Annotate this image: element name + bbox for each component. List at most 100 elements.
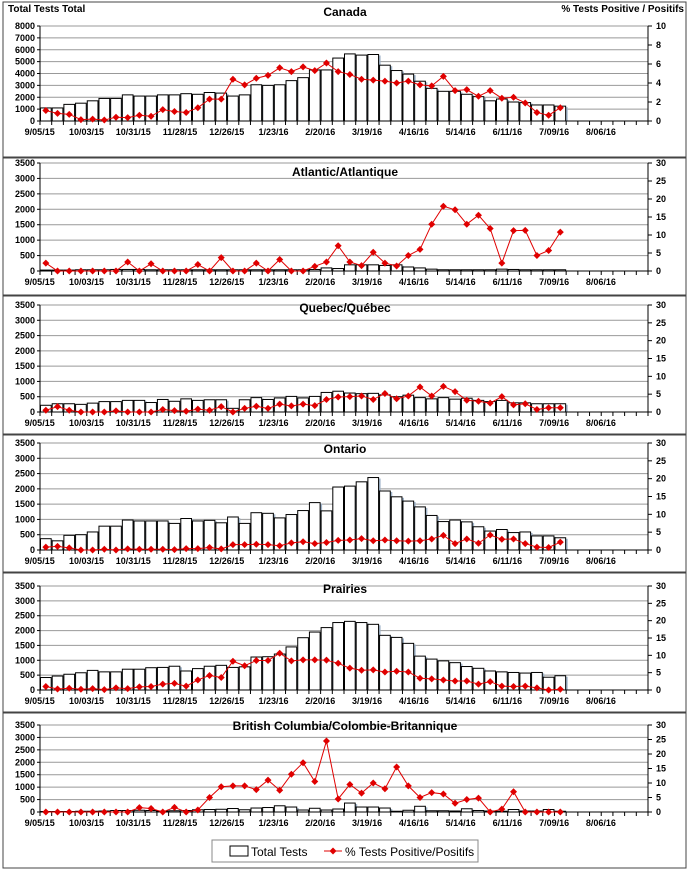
positivity-marker [206, 95, 214, 103]
bar [344, 620, 356, 691]
positivity-marker [463, 220, 471, 228]
bar [355, 622, 368, 691]
x-tick-label: 5/14/16 [446, 696, 476, 706]
positivity-marker [194, 405, 202, 413]
positivity-marker [65, 544, 73, 552]
y-tick-label: 3000 [15, 173, 35, 183]
bar [367, 623, 380, 691]
positivity-marker [159, 680, 167, 688]
positivity-marker [334, 68, 342, 76]
x-tick-label: 1/23/16 [259, 696, 289, 706]
legend: Total Tests % Tests Positive/Positifs [211, 839, 479, 863]
positivity-marker [287, 267, 295, 275]
positivity-marker [369, 248, 377, 256]
positivity-marker [65, 406, 73, 414]
positivity-marker [486, 678, 494, 686]
positivity-marker [217, 254, 225, 262]
positivity-marker [381, 259, 389, 267]
x-tick-label: 7/09/16 [539, 818, 569, 828]
positivity-marker [334, 393, 342, 401]
positivity-marker [322, 737, 330, 745]
panel-2: 0 500 1000 1500 2000 2500 3000 3500 0 5 10 15 20 25 30… [2, 295, 687, 435]
positivity-marker [147, 545, 155, 553]
positivity-marker [159, 106, 167, 114]
positivity-marker [77, 808, 85, 816]
y2-tick-label: 30 [656, 300, 666, 310]
positivity-marker [229, 408, 237, 416]
y-tick-label: 0 [30, 807, 35, 817]
positivity-marker [100, 408, 108, 416]
positivity-marker [241, 81, 249, 89]
positivity-marker [311, 262, 319, 270]
positivity-marker [521, 99, 529, 107]
positivity-marker [463, 796, 471, 804]
positivity-marker [287, 402, 295, 410]
positivity-marker [159, 406, 167, 414]
positivity-marker [42, 259, 50, 267]
positivity-marker [135, 267, 143, 275]
x-tick-label: 12/26/15 [209, 418, 244, 428]
positivity-marker [381, 785, 389, 793]
bar [227, 666, 239, 691]
x-tick-label: 10/03/15 [69, 556, 104, 566]
x-tick-label: 6/11/16 [493, 818, 523, 828]
bar [472, 96, 485, 122]
x-tick-label: 12/26/15 [209, 818, 244, 828]
positivity-marker [135, 545, 143, 553]
positivity-marker [182, 545, 190, 553]
positivity-marker [147, 260, 155, 268]
x-tick-label: 6/11/16 [493, 127, 523, 137]
bar [273, 84, 286, 122]
bar [449, 398, 461, 413]
bar [425, 398, 438, 413]
y-tick-label: 7000 [15, 33, 35, 43]
panel-title: Quebec/Québec [299, 301, 391, 315]
panel-border [2, 712, 687, 869]
positivity-marker [393, 763, 401, 771]
y-tick-label: 500 [20, 530, 35, 540]
positivity-marker [545, 111, 553, 119]
bar [285, 806, 298, 813]
positivity-marker [416, 245, 424, 253]
positivity-marker [135, 804, 143, 812]
positivity-marker [182, 267, 190, 275]
y2-tick-label: 10 [656, 650, 666, 660]
x-tick-label: 2/20/16 [305, 418, 335, 428]
positivity-marker [474, 211, 482, 219]
positivity-marker [287, 657, 295, 665]
y2-tick-label: 0 [656, 807, 661, 817]
positivity-marker [393, 262, 401, 270]
panel-border [2, 1, 687, 158]
positivity-marker [428, 675, 436, 683]
panel-title: Prairies [323, 582, 367, 596]
x-tick-label: 10/31/15 [116, 818, 151, 828]
bar [367, 806, 380, 813]
x-tick-label: 11/28/15 [163, 818, 198, 828]
positivity-marker [299, 656, 307, 664]
y-tick-label: 1000 [15, 655, 35, 665]
positivity-marker [533, 108, 541, 116]
positivity-marker [124, 685, 132, 693]
positivity-marker [556, 228, 564, 236]
positivity-marker [147, 408, 155, 416]
bar [437, 660, 450, 691]
positivity-marker [287, 539, 295, 547]
bar [414, 655, 426, 691]
x-tick-label: 8/06/16 [586, 418, 616, 428]
y2-tick-label: 8 [656, 40, 661, 50]
y2-tick-label: 5 [656, 248, 661, 258]
positivity-marker [54, 542, 62, 550]
positivity-marker [182, 808, 190, 816]
y2-tick-label: 30 [656, 581, 666, 591]
bar [425, 514, 438, 551]
positivity-marker [264, 71, 272, 79]
positivity-marker [322, 59, 330, 67]
positivity-marker [89, 408, 97, 416]
y-tick-label: 1000 [15, 235, 35, 245]
y-tick-label: 3000 [15, 732, 35, 742]
positivity-marker [147, 805, 155, 813]
x-tick-label: 9/05/15 [25, 556, 55, 566]
positivity-marker [311, 67, 319, 75]
positivity-marker [124, 258, 132, 266]
positivity-marker [556, 685, 564, 693]
